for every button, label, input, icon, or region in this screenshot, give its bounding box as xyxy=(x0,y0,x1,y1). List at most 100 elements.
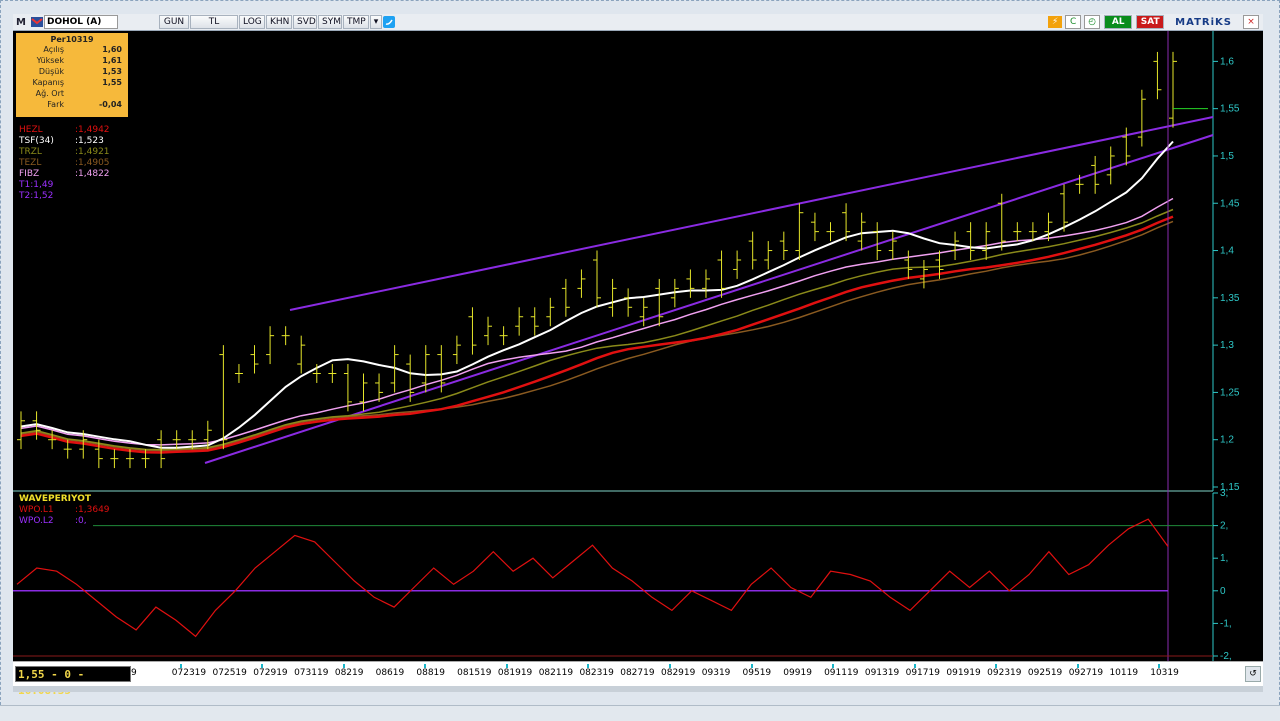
twitter-icon[interactable] xyxy=(382,16,396,28)
buy-button[interactable]: AL xyxy=(1104,15,1133,29)
svd-button[interactable]: SVD xyxy=(293,15,317,29)
legend-name: TRZL xyxy=(19,147,42,157)
chart-svg[interactable]: 1,6 1,55 1,5 1,45 1,4 1,35 1,3 1,25 1,2 1,153, 2, 1… xyxy=(13,31,1263,662)
date-tick-mark xyxy=(750,664,753,668)
date-tick-label: 08219 xyxy=(334,668,364,678)
date-tick-mark xyxy=(832,664,835,668)
currency-button[interactable]: TL xyxy=(190,15,238,29)
info-box-rows: Açılış 1,60 Yüksek 1,61 Düşük 1,53 Kapanış 1,55… xyxy=(16,44,128,110)
hezl-line xyxy=(20,215,1174,454)
horizontal-scrollbar[interactable] xyxy=(13,686,1263,692)
dropdown-arrow-icon[interactable]: ▾ xyxy=(370,15,382,29)
template-button[interactable]: TMP xyxy=(343,15,369,29)
legend-name: WPO.L1 xyxy=(19,505,54,515)
osc-tick-label: -2, xyxy=(1220,651,1232,661)
legend-value: :1,3649 xyxy=(75,505,110,515)
info-value: 1,61 xyxy=(102,56,122,65)
chart-area[interactable]: 1,6 1,55 1,5 1,45 1,4 1,35 1,3 1,25 1,2 1,15 3, 2, 1… xyxy=(13,31,1263,662)
legend-item[interactable]: WPO.L1 :1,3649 xyxy=(19,505,110,516)
symbol-field[interactable]: DOHOL (A) xyxy=(44,15,118,29)
date-tick-mark xyxy=(1158,664,1161,668)
info-value: -0,04 xyxy=(98,100,122,109)
ohlc-info-box: Per10319 Açılış 1,60 Yüksek 1,61 Düşük 1,53 Ka… xyxy=(16,33,128,117)
price-status-readout: 1,55 - 0 - 16:08:35 xyxy=(15,666,131,697)
date-tick-label: 091119 xyxy=(824,668,859,678)
khn-button[interactable]: KHN xyxy=(266,15,292,29)
legend-item[interactable]: WPO.L2 :0, xyxy=(19,516,110,527)
legend-item[interactable]: TEZL:1,4905 xyxy=(19,158,110,169)
period-button[interactable]: GUN xyxy=(159,15,189,29)
log-button[interactable]: LOG xyxy=(239,15,265,29)
legend-item[interactable]: TRZL :1,4921 xyxy=(19,147,110,158)
legend-item[interactable]: HEZL :1,4942 xyxy=(19,125,110,136)
price-tick-label: 1,45 xyxy=(1220,198,1240,209)
date-tick-label: 072919 xyxy=(253,668,288,678)
price-tick-label: 1,15 xyxy=(1220,482,1240,493)
refresh-icon[interactable]: C xyxy=(1065,15,1082,29)
legend-name: WPO.L2 xyxy=(19,516,54,526)
legend-value: :1,4905 xyxy=(75,158,110,168)
date-tick-mark xyxy=(342,664,345,668)
sell-button[interactable]: SAT xyxy=(1136,15,1165,29)
brand-logo: MATRiKS xyxy=(1175,16,1232,28)
date-tick-label: 082319 xyxy=(579,668,614,678)
trzl-line xyxy=(20,208,1174,451)
indicator-legend: HEZL :1,4942 TSF(34):1,523 TRZL :1,4921 TEZL:… xyxy=(19,125,110,202)
fibz-line xyxy=(20,197,1174,446)
osc-tick-label: 2, xyxy=(1220,521,1228,532)
info-value: 1,60 xyxy=(102,45,122,54)
date-tick-label: 073119 xyxy=(294,668,329,678)
toolbar-right-group: ⚡ C ◴ AL SAT MATRiKS × xyxy=(1048,15,1259,29)
scroll-to-end-icon[interactable]: ↺ xyxy=(1245,666,1261,682)
info-label: Ağ. Ort xyxy=(35,89,64,98)
legend-value: :0, xyxy=(75,516,87,526)
info-label: Açılış xyxy=(43,45,64,54)
legend-name: HEZL xyxy=(19,125,43,135)
date-tick-mark xyxy=(505,664,508,668)
date-axis-bar: 1,55 - 0 - 16:08:35 9 072319 072519 072919 0… xyxy=(13,661,1263,697)
legend-value: :1,4822 xyxy=(75,169,110,179)
wpo-l1-line xyxy=(16,518,1169,638)
price-tick-label: 1,25 xyxy=(1220,387,1240,398)
price-tick-label: 1,35 xyxy=(1220,293,1240,304)
legend-item[interactable]: T2:1,52 xyxy=(19,191,110,202)
sym-button[interactable]: SYM xyxy=(318,15,342,29)
info-row: Açılış 1,60 xyxy=(16,44,128,55)
lightning-icon[interactable]: ⚡ xyxy=(1048,16,1063,28)
date-tick-mark xyxy=(261,664,264,668)
osc-tick-label: 3, xyxy=(1220,488,1228,499)
price-tick-label: 1,2 xyxy=(1220,435,1234,446)
info-value xyxy=(64,88,122,99)
settings-icon[interactable]: ◴ xyxy=(1084,15,1101,29)
legend-value: :1,4942 xyxy=(75,125,110,135)
date-tick-label: 08619 xyxy=(375,668,405,678)
date-tick-mark xyxy=(913,664,916,668)
osc-tick-label: 0 xyxy=(1220,586,1226,597)
upper-trend-line xyxy=(289,116,1214,311)
date-tick-label: 10119 xyxy=(1109,668,1139,678)
info-label: Yüksek xyxy=(36,56,64,65)
date-tick-label: 10319 xyxy=(1150,668,1179,678)
date-tick-label: 082719 xyxy=(620,668,655,678)
legend-name: FIBZ xyxy=(19,169,40,179)
legend-name: T1:1,49 xyxy=(19,180,54,190)
legend-value: :1,4921 xyxy=(75,147,110,157)
symbol-flag-icon[interactable] xyxy=(30,16,44,28)
price-tick-label: 1,3 xyxy=(1220,340,1234,351)
date-tick-label: 082119 xyxy=(538,668,574,678)
close-icon[interactable]: × xyxy=(1243,15,1259,29)
date-tick-label: 092519 xyxy=(1027,668,1063,678)
date-tick-label: 091319 xyxy=(864,668,900,678)
oscillator-title: WAVEPERIYOT xyxy=(19,494,91,504)
bottom-status-bar xyxy=(0,705,1280,721)
date-tick-label: 092319 xyxy=(987,668,1022,678)
legend-item[interactable]: T1:1,49 xyxy=(19,180,110,191)
info-row: Yüksek 1,61 xyxy=(16,55,128,66)
date-tick-label: 081919 xyxy=(497,668,533,678)
date-tick-label: 091719 xyxy=(905,668,940,678)
app-logo: M xyxy=(16,16,26,28)
legend-item[interactable]: TSF(34):1,523 xyxy=(19,136,110,147)
osc-tick-label: -1, xyxy=(1220,618,1232,629)
legend-item[interactable]: FIBZ :1,4822 xyxy=(19,169,110,180)
info-row: Düşük 1,53 xyxy=(16,66,128,77)
